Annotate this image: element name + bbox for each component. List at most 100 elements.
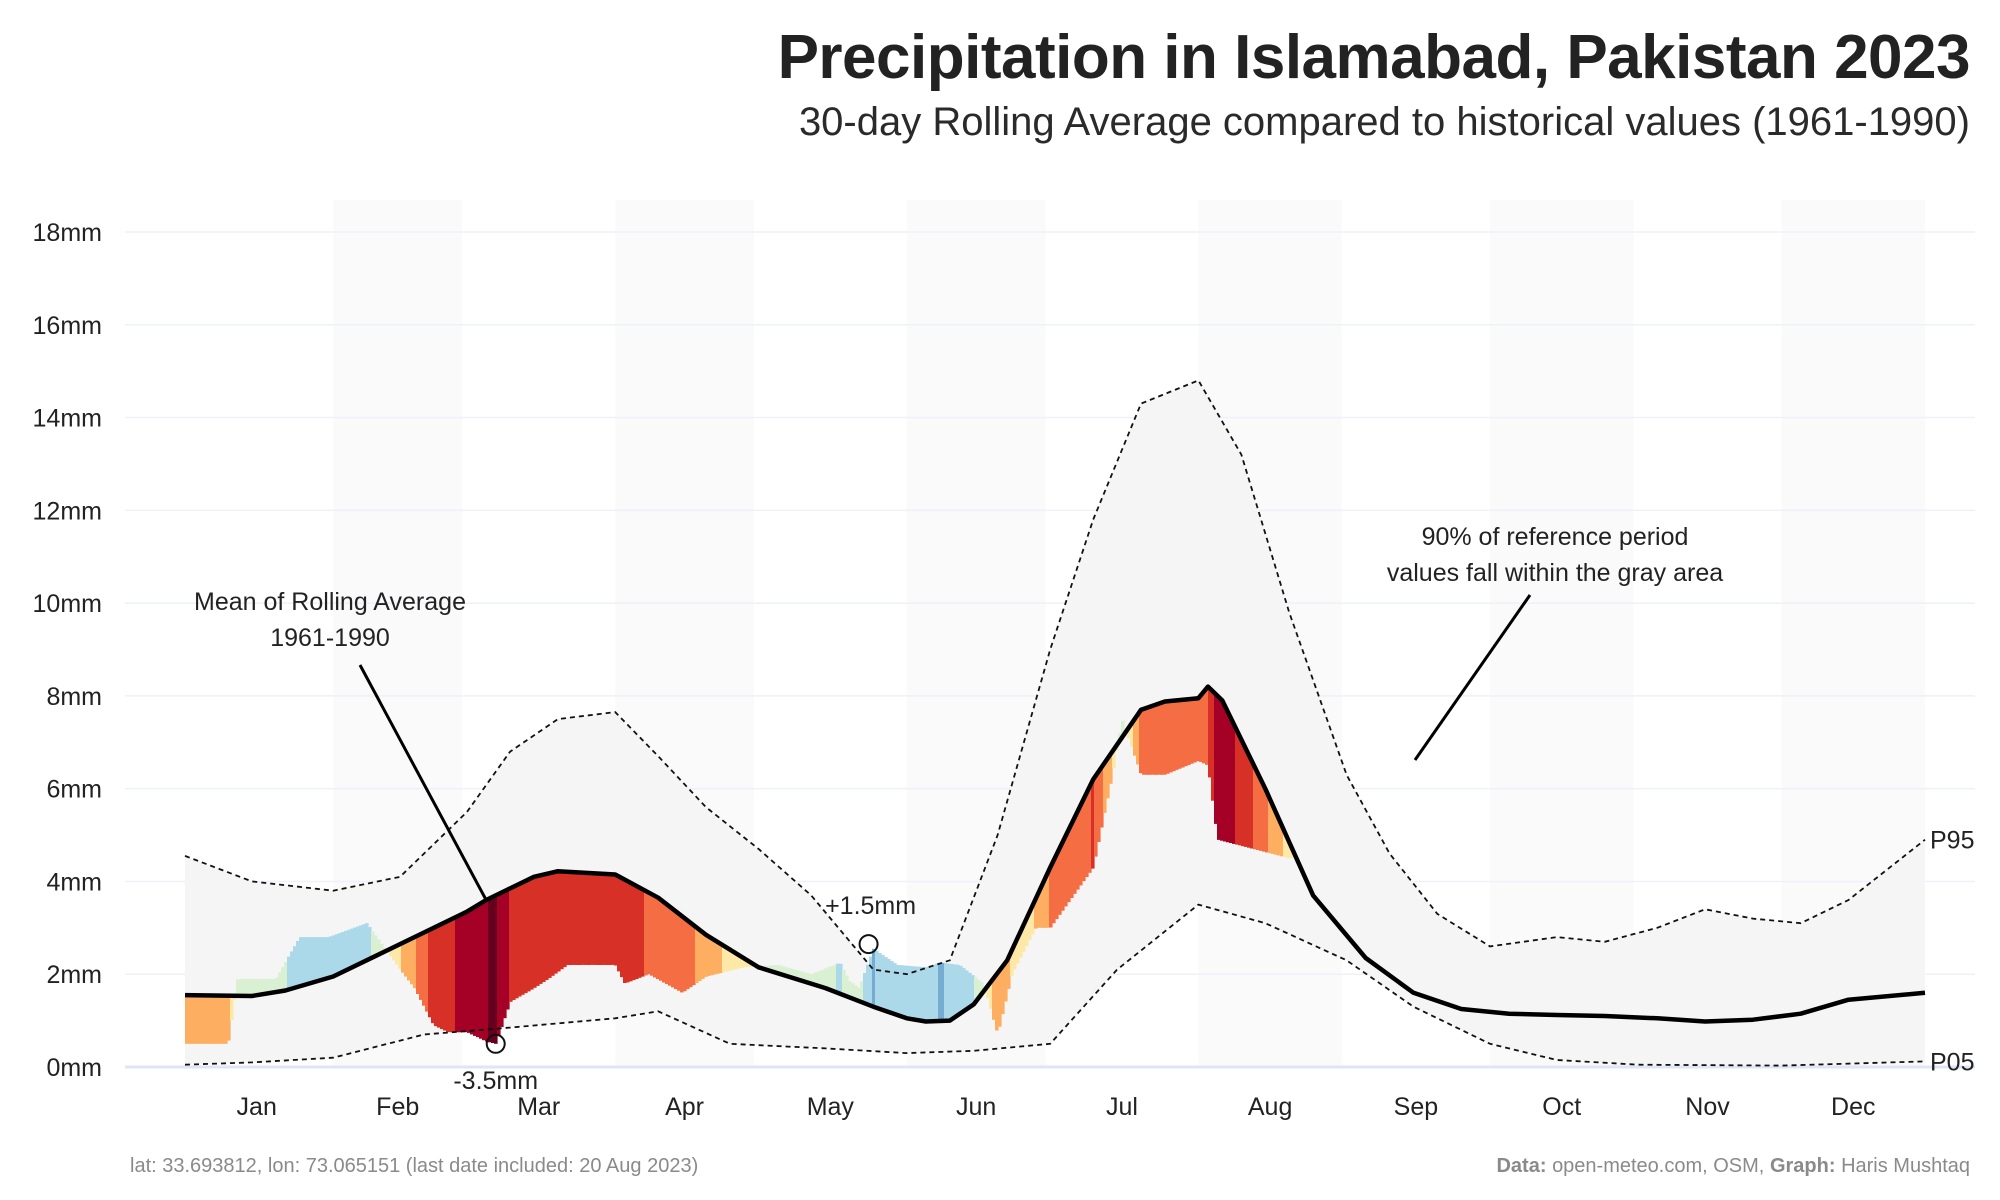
anomaly-strip — [1175, 700, 1179, 770]
anomaly-strip — [608, 874, 612, 965]
anomaly-strip — [986, 986, 990, 999]
anomaly-strip — [1121, 720, 1125, 737]
anomaly-strip — [353, 927, 357, 967]
anomaly-strip — [1199, 695, 1203, 762]
anomaly-strip — [662, 901, 666, 983]
anomaly-strip — [443, 922, 447, 1031]
anomaly-strip — [1136, 715, 1140, 765]
anomaly-strip — [506, 889, 510, 1010]
anomaly-strip — [800, 971, 804, 981]
anomaly-strip — [902, 965, 906, 1018]
anomaly-strip — [1289, 844, 1293, 859]
anomaly-strip — [521, 882, 525, 995]
anomaly-strip — [689, 922, 693, 988]
anomaly-strip — [428, 929, 432, 1018]
anomaly-strip — [620, 877, 624, 978]
anomaly-strip — [518, 883, 522, 997]
anomaly-strip — [1031, 905, 1035, 935]
anomaly-strip — [896, 965, 900, 1016]
anomaly-strip — [1283, 831, 1287, 858]
anomaly-strip — [1049, 867, 1053, 928]
mean-line — [184, 684, 1926, 1024]
anomaly-strip — [512, 886, 516, 1000]
anomaly-strip — [239, 978, 243, 996]
anomaly-strip — [311, 937, 315, 983]
anomaly-strip — [725, 947, 729, 972]
anomaly-strip — [959, 965, 963, 1014]
anomaly-strip — [584, 872, 588, 965]
anomaly-strip — [554, 871, 558, 974]
anomaly-strip — [245, 978, 249, 996]
x-tick-label: Jan — [237, 1093, 277, 1121]
anomaly-strip — [473, 907, 477, 1036]
anomaly-strip — [221, 995, 225, 1044]
anomaly-strip — [263, 978, 267, 994]
footer-location: lat: 33.693812, lon: 73.065151 (last dat… — [130, 1155, 699, 1177]
anomaly-strip — [743, 958, 747, 968]
anomaly-strip — [461, 913, 465, 1033]
anomaly-strip — [884, 957, 888, 1011]
anomaly-strip — [1079, 805, 1083, 886]
footer-graph-label: Graph: — [1769, 1155, 1836, 1177]
y-tick-label: 6mm — [46, 776, 102, 804]
band-label: 90% of reference period — [1422, 523, 1689, 551]
anomaly-strip — [401, 942, 405, 973]
footer-data-value: open-meteo.com, OSM, — [1552, 1155, 1765, 1177]
anomaly-strip — [446, 921, 450, 1032]
anomaly-strip — [770, 965, 774, 972]
anomaly-strip — [716, 941, 720, 974]
anomaly-strip — [878, 952, 882, 1009]
anomaly-strip — [1085, 793, 1089, 877]
anomaly-strip — [326, 937, 330, 979]
anomaly-strip — [1208, 688, 1212, 778]
anomaly-strip — [965, 970, 969, 1010]
anomaly-strip — [413, 937, 417, 989]
anomaly-strip — [203, 995, 207, 1044]
anomaly-strip — [551, 872, 555, 976]
anomaly-strip — [668, 906, 672, 986]
anomaly-strip — [917, 966, 921, 1021]
anomaly-strip — [737, 954, 741, 969]
anomaly-strip — [1019, 931, 1023, 958]
x-tick-label: May — [807, 1093, 855, 1121]
anomaly-strip — [1247, 754, 1251, 848]
anomaly-strip — [797, 970, 801, 980]
x-tick-label: Oct — [1542, 1093, 1581, 1121]
anomaly-strip — [218, 995, 222, 1044]
chart-title: Precipitation in Islamabad, Pakistan 202… — [777, 23, 1971, 92]
anomaly-strip — [293, 946, 297, 988]
annotation-label: -3.5mm — [453, 1067, 538, 1095]
anomaly-strip — [1067, 830, 1071, 903]
anomaly-strip — [1088, 787, 1092, 873]
anomaly-strip — [482, 901, 486, 1041]
anomaly-strip — [1193, 698, 1197, 763]
anomaly-strip — [989, 982, 993, 1010]
band-label: values fall within the gray area — [1387, 559, 1723, 587]
annotation-marker — [858, 934, 879, 955]
anomaly-strip — [545, 873, 549, 980]
anomaly-strip — [956, 964, 960, 1016]
anomaly-strip — [278, 972, 282, 992]
anomaly-strip — [1043, 879, 1047, 928]
anomaly-strip — [656, 897, 660, 980]
anomaly-strip — [254, 978, 258, 996]
anomaly-strip — [587, 873, 591, 965]
anomaly-strip — [1025, 918, 1029, 947]
anomaly-strip — [1097, 771, 1101, 842]
anomaly-strip — [275, 977, 279, 992]
anomaly-strip — [695, 927, 699, 983]
anomaly-strip — [332, 935, 336, 977]
anomaly-strip — [1046, 873, 1050, 928]
anomaly-strip — [683, 918, 687, 992]
anomaly-strip — [647, 892, 651, 975]
anomaly-strip — [356, 926, 360, 965]
anomaly-strip — [494, 895, 498, 1044]
anomaly-strip — [527, 879, 531, 992]
anomaly-strip — [944, 963, 948, 1021]
anomaly-strip — [578, 872, 582, 965]
anomaly-strip — [854, 985, 858, 1000]
anomaly-strip — [632, 884, 636, 981]
anomaly-strip — [1184, 699, 1188, 767]
anomaly-strip — [188, 995, 192, 1044]
anomaly-strip — [638, 887, 642, 978]
